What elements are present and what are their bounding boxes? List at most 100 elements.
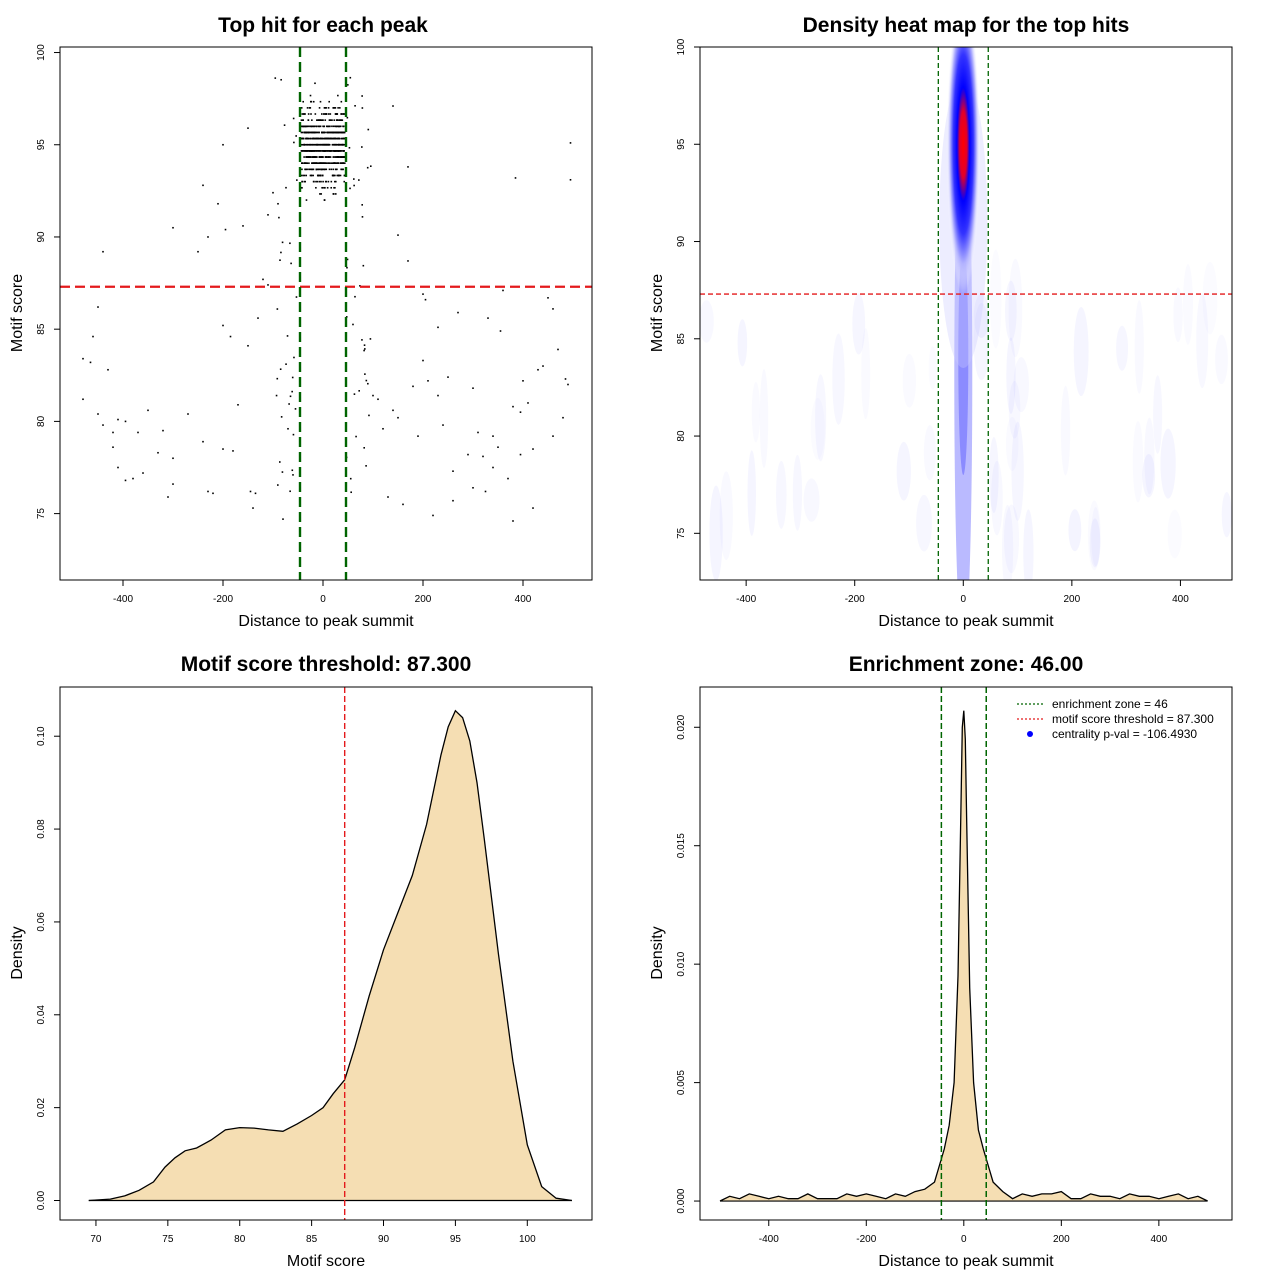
scatter-point	[392, 409, 394, 412]
scatter-point	[305, 199, 308, 201]
heat-cell	[1168, 510, 1182, 559]
scatter-point	[497, 446, 499, 449]
scatter-point	[303, 143, 306, 146]
scatter-point	[222, 143, 224, 146]
scatter-point	[325, 137, 328, 140]
scatter-point	[311, 119, 313, 121]
x-tick-label: 200	[1064, 594, 1081, 605]
scatter-point	[307, 156, 310, 158]
y-tick-label: 100	[676, 38, 687, 55]
scatter-point	[304, 150, 307, 152]
scatter-point	[341, 119, 344, 121]
heat-cell	[748, 450, 757, 536]
density-area	[720, 710, 1208, 1201]
scatter-point	[327, 131, 329, 134]
scatter-point	[338, 137, 341, 140]
scatter-point	[316, 131, 319, 134]
scatter-point	[321, 113, 323, 115]
scatter-point	[569, 178, 572, 181]
scatter-point	[325, 162, 327, 164]
scatter-point	[321, 150, 323, 152]
y-tick-label: 0.005	[676, 1070, 687, 1095]
scatter-point	[437, 394, 439, 397]
density-curve	[719, 710, 1208, 1202]
y-axis: 0.000 0.005 0.010 0.015 0.020	[676, 714, 701, 1214]
scatter-point	[308, 150, 311, 152]
legend-label-centrality: centrality p-val = -106.4930	[1052, 727, 1197, 741]
x-tick-label: 400	[1151, 1234, 1168, 1245]
scatter-point	[301, 137, 304, 140]
scatter-point	[346, 116, 349, 119]
scatter-point	[303, 125, 306, 128]
scatter-point	[162, 429, 164, 432]
scatter-point	[247, 127, 249, 129]
scatter-point	[309, 94, 312, 97]
scatter-point	[332, 131, 334, 134]
scatter-point	[343, 143, 346, 146]
scatter-point	[320, 131, 323, 134]
scatter-point	[319, 193, 321, 195]
heat-cell	[752, 382, 760, 443]
scatter-point	[324, 156, 327, 158]
scatter-point	[328, 137, 330, 140]
scatter-point	[311, 131, 314, 134]
scatter-point	[287, 427, 289, 430]
y-tick-label: 85	[36, 323, 47, 335]
scatter-point	[317, 168, 320, 171]
scatter-point	[338, 150, 341, 152]
scatter-point	[142, 472, 144, 474]
y-tick-label: 0.08	[36, 819, 47, 839]
scatter-point	[306, 143, 309, 146]
y-tick-label: 0.10	[36, 726, 47, 746]
scatter-point	[532, 448, 534, 450]
scatter-point	[326, 137, 329, 140]
heat-cell	[973, 293, 990, 339]
scatter-point	[281, 241, 284, 244]
scatter-point	[472, 387, 474, 389]
scatter-point	[278, 216, 280, 219]
scatter-point	[427, 380, 429, 382]
scatter-point	[318, 131, 320, 134]
scatter-point	[327, 125, 330, 128]
scatter-point	[329, 156, 332, 158]
scatter-point	[276, 377, 279, 380]
scatter-point	[333, 186, 335, 189]
scatter-point	[107, 368, 109, 371]
scatter-point	[321, 156, 323, 158]
scatter-point	[353, 178, 355, 180]
scatter-point	[309, 131, 312, 134]
scatter-point	[303, 174, 306, 177]
scatter-point	[328, 150, 331, 152]
scatter-point	[307, 137, 310, 140]
scatter-point	[291, 390, 293, 393]
scatter-point	[322, 186, 324, 189]
scatter-point	[247, 344, 249, 347]
scatter-point	[326, 186, 329, 189]
scatter-point	[492, 435, 494, 437]
scatter-point	[345, 316, 348, 318]
scatter-point	[397, 416, 399, 419]
scatter-point	[336, 150, 338, 152]
scatter-point	[343, 150, 345, 152]
scatter-point	[222, 448, 224, 450]
heat-cell	[776, 461, 787, 529]
scatter-point	[289, 242, 291, 245]
scatter-point	[327, 107, 330, 109]
scatter-point	[296, 179, 298, 181]
scatter-point	[547, 297, 549, 299]
scatter-point	[322, 180, 324, 183]
heat-cell	[929, 346, 937, 390]
scatter-point	[336, 168, 338, 171]
scatter-point	[303, 156, 305, 158]
scatter-point	[397, 234, 399, 236]
scatter-point	[332, 150, 335, 152]
scatter-point	[305, 131, 308, 134]
scatter-point	[316, 156, 318, 158]
heat-cell	[815, 374, 826, 461]
scatter-point	[319, 137, 321, 140]
scatter-point	[292, 474, 294, 476]
scatter-point	[330, 131, 333, 134]
scatter-point	[132, 477, 134, 480]
scatter-point	[335, 131, 337, 134]
y-axis: 75 80 85 90 95 100	[36, 44, 61, 519]
